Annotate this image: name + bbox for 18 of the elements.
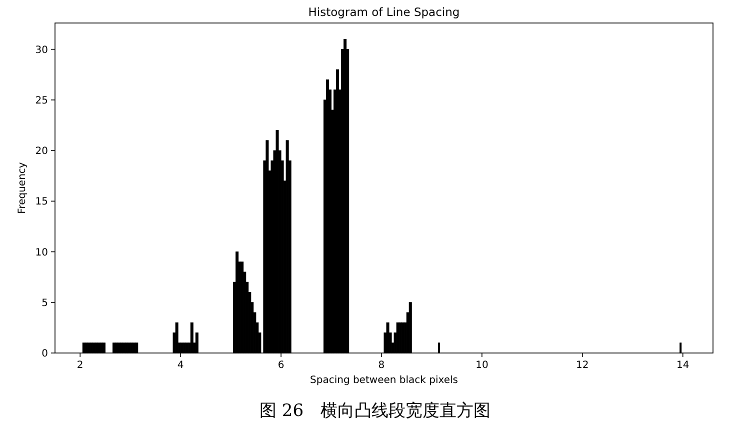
y-tick-label: 15 <box>35 196 48 208</box>
x-axis-title: Spacing between black pixels <box>310 375 458 386</box>
caption: 图 26 横向凸线段宽度直方图 <box>259 401 491 421</box>
y-axis-title: Frequency <box>17 162 28 214</box>
x-tick-label: 8 <box>378 360 385 371</box>
x-tick-label: 10 <box>476 360 488 371</box>
y-tick-label: 5 <box>42 298 48 309</box>
x-tick-label: 4 <box>177 360 184 371</box>
x-tick-label: 14 <box>676 360 690 371</box>
x-tick-label: 2 <box>76 360 84 371</box>
y-tick-label: 0 <box>42 348 48 360</box>
x-tick-label: 6 <box>278 360 284 371</box>
y-tick-label: 20 <box>35 146 48 158</box>
x-tick-label: 12 <box>576 360 589 371</box>
chart-title: Histogram of Line Spacing <box>308 5 460 19</box>
y-tick-label: 30 <box>35 44 48 56</box>
y-tick-label: 10 <box>35 247 48 258</box>
y-tick-label: 25 <box>35 95 48 106</box>
